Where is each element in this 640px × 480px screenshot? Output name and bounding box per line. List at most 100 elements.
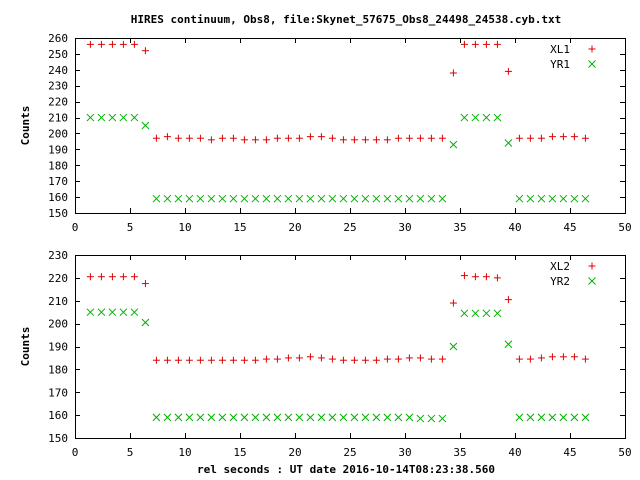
x-tick-label: 35 [453,446,466,459]
data-point [295,134,303,142]
data-point [460,309,469,318]
data-point [174,194,183,203]
data-point [273,194,282,203]
x-tick-label: 30 [398,446,411,459]
data-point [196,134,204,142]
data-point [196,356,204,364]
data-point [328,194,337,203]
data-point [196,413,205,422]
y-tick-label: 200 [48,127,68,140]
data-point [229,413,238,422]
data-point [515,194,524,203]
data-point [317,413,326,422]
x-tick-label: 5 [127,446,134,459]
data-point [218,134,226,142]
data-point [350,413,359,422]
data-point [515,355,523,363]
data-point [548,133,556,141]
data-point [372,136,380,144]
y-tick-label: 180 [48,363,68,376]
data-point [163,413,172,422]
data-point [361,194,370,203]
data-point [251,194,260,203]
data-point [570,353,578,361]
data-point [361,356,369,364]
x-tick-label: 20 [288,221,301,234]
data-point [339,356,347,364]
data-point [350,194,359,203]
data-point [306,194,315,203]
y-tick-label: 180 [48,159,68,172]
data-point [394,194,403,203]
y-tick-label: 150 [48,432,68,445]
legend-marker [588,45,596,53]
data-point [86,308,95,317]
data-point [570,413,579,422]
data-point [383,355,391,363]
data-point [97,308,106,317]
data-point [416,354,424,362]
data-point [207,356,215,364]
series-YR1 [86,113,590,203]
data-point [383,413,392,422]
y-tick-label: 210 [48,112,68,125]
data-point [119,273,127,281]
data-point [405,354,413,362]
data-point [306,133,314,141]
data-point [438,194,447,203]
data-point [548,353,556,361]
data-point [339,413,348,422]
data-point [581,194,590,203]
x-axis-label: rel seconds : UT date 2016-10-14T08:23:3… [197,463,495,476]
data-point [416,134,424,142]
x-tick-label: 20 [288,446,301,459]
data-point [185,194,194,203]
data-point [383,194,392,203]
data-point [570,194,579,203]
legend-label: YR1 [550,58,570,71]
data-point [383,136,391,144]
y-tick-label: 260 [48,32,68,45]
data-point [240,194,249,203]
data-point [251,356,259,364]
x-tick-label: 5 [127,221,134,234]
data-point [394,355,402,363]
y-tick-label: 240 [48,64,68,77]
data-point [141,47,149,55]
data-point [427,414,436,423]
data-point [174,134,182,142]
data-point [306,353,314,361]
data-point [141,318,150,327]
data-point [108,273,116,281]
legend-marker [588,262,596,270]
data-point [471,113,480,122]
data-point [449,69,457,77]
legend-label: XL1 [550,43,570,56]
series-XL2 [86,272,589,364]
data-point [504,139,513,147]
data-point [361,413,370,422]
x-tick-label: 0 [72,221,79,234]
data-point [108,113,117,122]
data-point [471,309,480,318]
data-point [493,274,501,282]
data-point [196,194,205,203]
data-point [405,413,414,422]
data-point [515,134,523,142]
data-point [449,342,458,351]
x-tick-label: 25 [343,221,356,234]
data-point [460,113,469,122]
data-point [427,134,435,142]
data-point [185,356,193,364]
data-point [317,194,326,203]
chart-title: HIRES continuum, Obs8, file:Skynet_57675… [131,13,561,26]
data-point [86,273,94,281]
data-point [97,273,105,281]
data-point [515,413,524,422]
data-point [493,113,502,122]
x-tick-label: 35 [453,221,466,234]
data-point [317,133,325,141]
data-point [350,356,358,364]
data-point [427,194,436,203]
